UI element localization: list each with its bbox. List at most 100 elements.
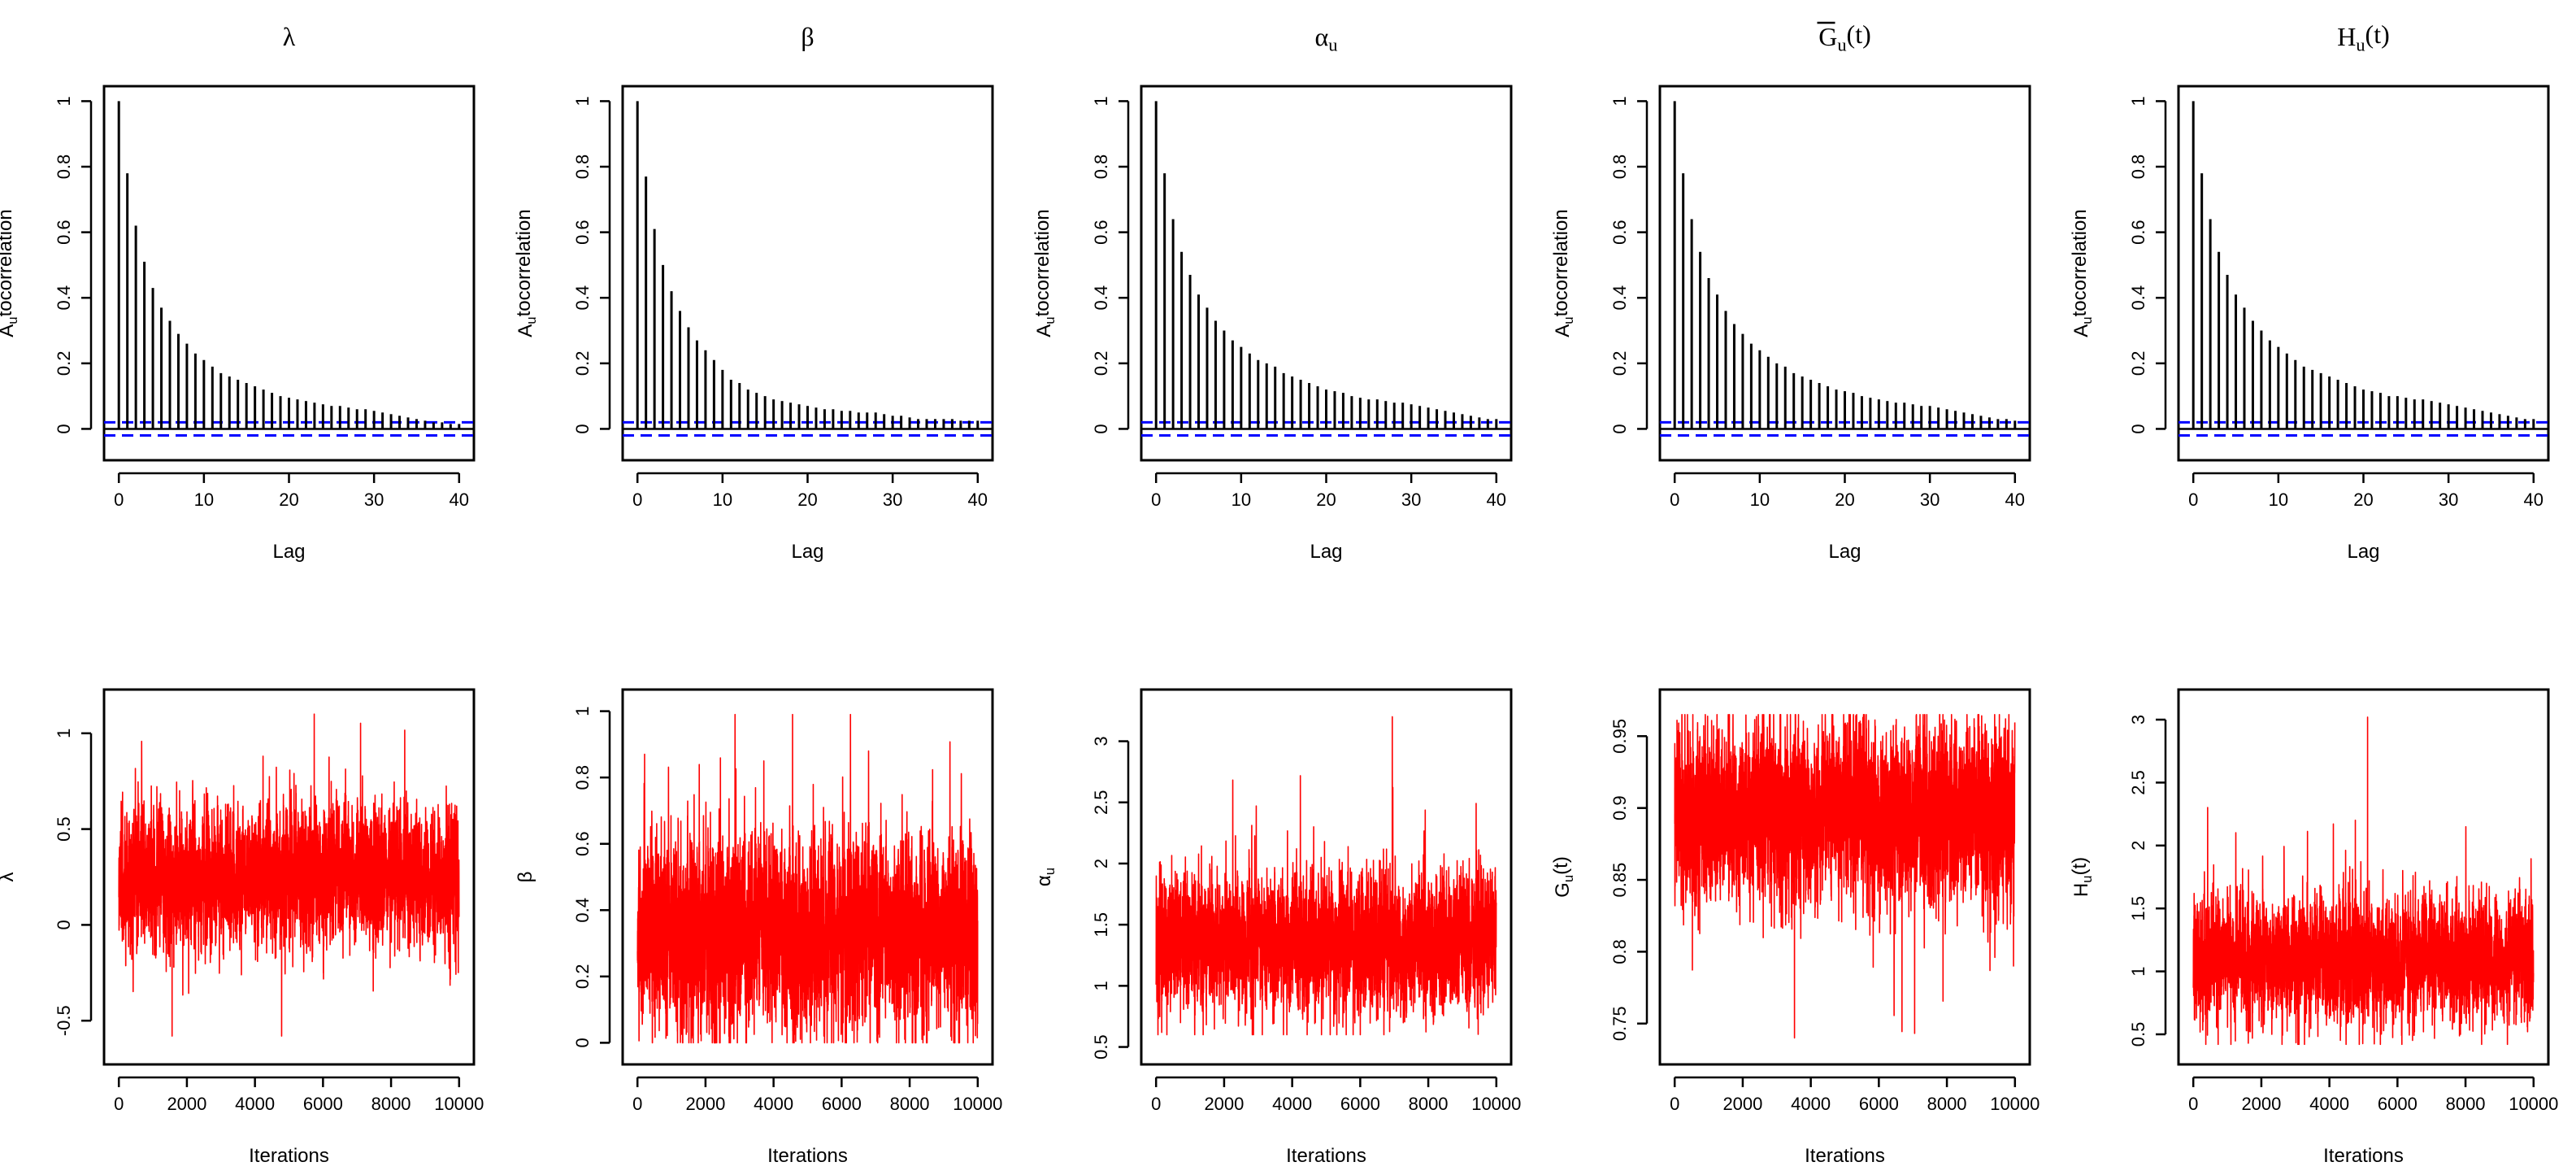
trace-3-x-tick-label: 2000 [1204,1094,1244,1114]
trace-4-trace-line [1674,714,2016,1039]
trace-3-y-tick-label: 1 [1091,981,1111,990]
acf-4-x-axis-label: Lag [1828,541,1861,563]
trace-4-panel: 0 2000 4000 6000 8000 10000 0.75 0.8 0.85 0.9 0.95… [1550,688,2040,1167]
trace-2-x-tick-label: 6000 [822,1094,862,1114]
trace-4-x-tick-label: 2000 [1722,1094,1762,1114]
acf-2-y-axis-label: Autocorrelation [513,209,539,337]
acf-4-y-axis-label: Autocorrelation [1550,209,1576,337]
trace-5-x-tick-label: 6000 [2378,1094,2417,1114]
acf-2-title: β [801,22,814,51]
acf-4-y-tick-label: 0.4 [1609,285,1630,311]
trace-3-x-tick-label: 10000 [1471,1094,1521,1114]
trace-4-y-tick-label: 0.9 [1609,795,1630,820]
trace-2-x-tick-label: 8000 [890,1094,930,1114]
trace-1-x-axis-label: Iterations [249,1145,329,1167]
acf-3-y-axis-label: Autocorrelation [1032,209,1058,337]
trace-1-y-tick-label: 0 [54,920,74,929]
trace-2-x-tick-label: 4000 [754,1094,793,1114]
trace-3-y-axis-label: αu [1033,868,1058,886]
trace-2-panel: 0 2000 4000 6000 8000 10000 0 0.2 0.4 0.6 0.8 1 Iter… [515,688,1002,1167]
acf-3-title: αu [1315,22,1338,55]
acf-2-y-tick-label: 1 [572,96,593,106]
trace-4-y-tick-label: 0.8 [1609,939,1630,964]
trace-2-plot-frame [621,688,994,1066]
acf-2-y-tick-label: 0.4 [572,285,593,311]
acf-5-panel: 0 10 20 30 40 0 0.2 0.4 0.6 0.8 1 Lag Autocorrelatio… [2069,20,2550,563]
trace-2-trace-line [636,713,979,1044]
acf-2-x-tick-label: 0 [632,490,642,510]
trace-1-y-tick-label: -0.5 [54,1005,74,1036]
trace-3-x-tick-label: 4000 [1272,1094,1312,1114]
trace-5-x-axis-label: Iterations [2323,1145,2404,1167]
acf-4-plot-frame [1658,85,2031,462]
acf-1-title: λ [283,22,296,51]
trace-3-y-tick-label: 3 [1091,736,1111,746]
trace-5-panel: 0 2000 4000 6000 8000 10000 0.5 1 1.5 2 2.5 3 Iterat… [2069,688,2558,1167]
trace-5-x-tick-label: 8000 [2446,1094,2486,1114]
trace-5-y-tick-label: 1 [2128,966,2148,976]
acf-3-y-tick-label: 1 [1091,96,1111,106]
acf-4-y-tick-label: 1 [1609,96,1630,106]
acf-1-y-tick-label: 0.2 [54,351,74,376]
acf-3-x-axis-label: Lag [1310,541,1342,563]
acf-1-plot-frame [102,85,476,462]
acf-4-y-tick-label: 0.2 [1609,351,1630,376]
acf-5-title: Hu(t) [2337,20,2390,55]
acf-4-x-tick-label: 20 [1835,490,1854,510]
acf-5-x-axis-label: Lag [2347,541,2379,563]
trace-2-y-tick-label: 0.2 [572,964,593,990]
trace-3-y-tick-label: 0.5 [1091,1034,1111,1060]
trace-1-x-tick-label: 0 [114,1094,124,1114]
acf-5-plot-frame [2177,85,2550,462]
acf-2-plot-frame [621,85,994,462]
acf-3-x-tick-label: 20 [1316,490,1336,510]
acf-3-panel: 0 10 20 30 40 0 0.2 0.4 0.6 0.8 1 Lag Autocorrelatio… [1032,22,1513,563]
trace-3-y-tick-label: 2.5 [1091,790,1111,815]
trace-4-x-tick-label: 8000 [1927,1094,1967,1114]
acf-2-y-tick-label: 0.8 [572,154,593,180]
acf-1-panel: 0 10 20 30 40 0 0.2 0.4 0.6 0.8 1 Lag Autocorrelatio… [0,22,476,563]
trace-3-x-axis-label: Iterations [1286,1145,1366,1167]
acf-5-x-tick-label: 20 [2353,490,2373,510]
trace-2-x-tick-label: 10000 [953,1094,1002,1114]
acf-2-x-tick-label: 40 [968,490,988,510]
trace-2-x-axis-label: Iterations [767,1145,848,1167]
trace-1-y-tick-label: 0.5 [54,816,74,842]
trace-5-y-axis-label: Hu(t) [2069,857,2095,897]
trace-2-y-tick-label: 0.6 [572,831,593,856]
acf-5-y-tick-label: 0.2 [2128,351,2148,376]
trace-5-y-tick-label: 0.5 [2128,1022,2148,1047]
acf-4-x-tick-label: 40 [2005,490,2025,510]
acf-1-y-tick-label: 0.4 [54,285,74,311]
trace-5-plot-frame [2177,688,2550,1066]
trace-3-trace-line [1155,716,1497,1036]
trace-1-x-tick-label: 2000 [167,1094,206,1114]
trace-5-y-tick-label: 1.5 [2128,896,2148,921]
trace-3-panel: 0 2000 4000 6000 8000 10000 0.5 1 1.5 2 2.5 3 Iterat… [1033,688,1521,1167]
acf-4-y-tick-label: 0.6 [1609,220,1630,245]
trace-4-x-axis-label: Iterations [1805,1145,1885,1167]
trace-1-plot-frame [102,688,476,1066]
acf-5-y-tick-label: 0.4 [2128,285,2148,311]
trace-1-y-tick-label: 1 [54,729,74,738]
trace-5-y-tick-label: 2.5 [2128,770,2148,795]
acf-3-y-tick-label: 0.8 [1091,154,1111,180]
acf-3-y-tick-label: 0.2 [1091,351,1111,376]
acf-3-x-tick-label: 0 [1151,490,1161,510]
trace-2-y-tick-label: 0.8 [572,765,593,790]
trace-5-x-tick-label: 4000 [2309,1094,2349,1114]
trace-2-x-tick-label: 2000 [685,1094,725,1114]
acf-4-title: Gu(t) [1818,20,1871,55]
acf-2-x-axis-label: Lag [791,541,823,563]
trace-4-x-tick-label: 10000 [1990,1094,2040,1114]
trace-5-y-tick-label: 2 [2128,841,2148,851]
acf-2-panel: 0 10 20 30 40 0 0.2 0.4 0.6 0.8 1 Lag Autocorrelatio… [513,22,994,563]
trace-4-plot-frame [1658,688,2031,1066]
acf-2-x-tick-label: 20 [797,490,817,510]
acf-1-x-tick-label: 20 [279,490,298,510]
acf-2-y-tick-label: 0.6 [572,220,593,245]
trace-5-x-tick-label: 2000 [2241,1094,2281,1114]
acf-1-x-tick-label: 40 [450,490,469,510]
acf-1-x-axis-label: Lag [272,541,305,563]
